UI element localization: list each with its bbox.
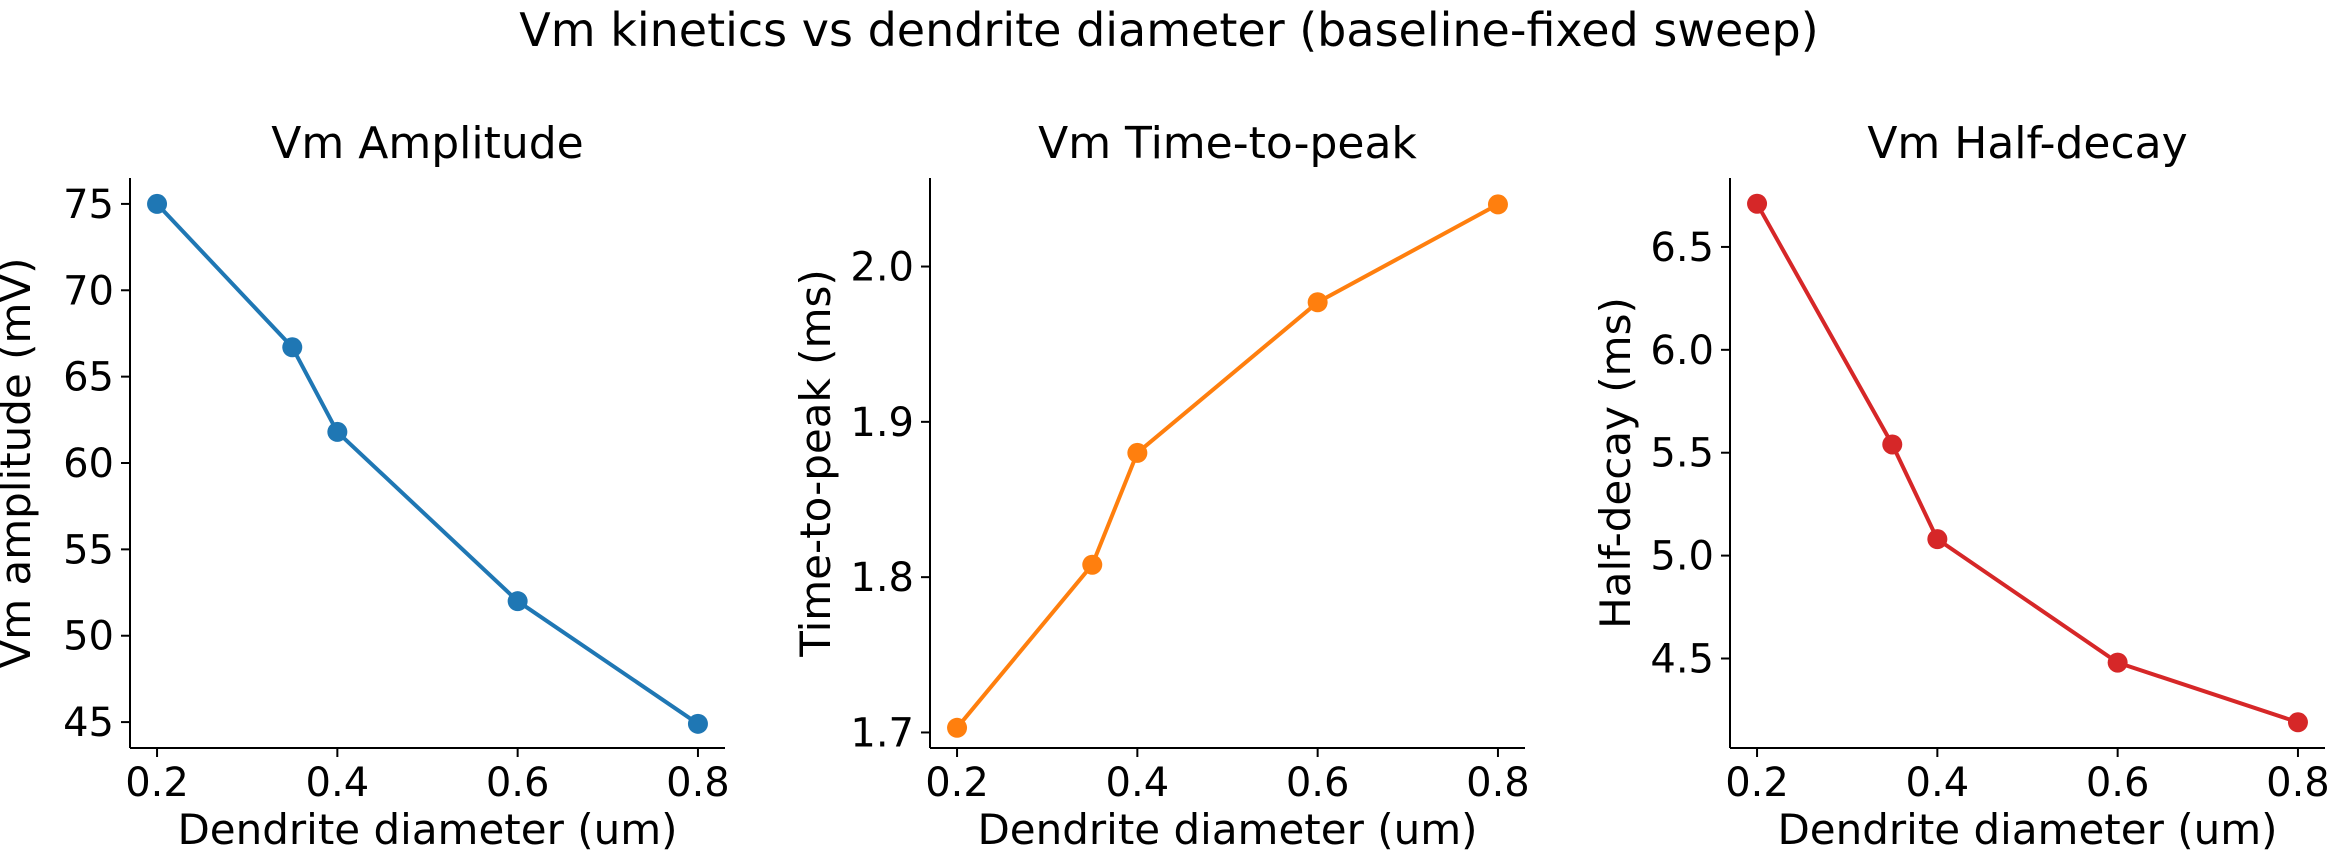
panel-title: Vm Half-decay [1867, 118, 2187, 169]
x-tick-label: 0.2 [925, 760, 989, 806]
series-line [155, 202, 700, 726]
y-axis-label: Vm amplitude (mV) [0, 258, 40, 669]
x-tick-label: 0.2 [125, 760, 189, 806]
series-line [1755, 202, 2299, 725]
y-tick-label: 75 [63, 182, 114, 228]
y-tick-label: 1.9 [850, 400, 914, 446]
y-tick-label: 6.5 [1650, 225, 1714, 271]
data-point [947, 717, 968, 738]
y-tick-label: 50 [63, 614, 114, 660]
x-tick-label: 0.4 [1106, 760, 1170, 806]
data-point [1082, 554, 1103, 575]
data-point [1127, 442, 1148, 463]
y-tick-label: 4.5 [1650, 636, 1714, 682]
panel-title: Vm Amplitude [271, 118, 583, 169]
x-tick-label: 0.4 [1906, 760, 1970, 806]
data-point [2107, 652, 2128, 673]
panel-3: Vm Half-decay 0.2 0.4 0.6 0.8 4.5 5.0 5.5 6.0 6.5… [1591, 118, 2330, 854]
y-tick-label: 1.8 [850, 555, 914, 601]
y-tick-label: 65 [63, 355, 114, 401]
x-axis-label: Dendrite diameter (um) [1777, 805, 2277, 854]
x-axis-label: Dendrite diameter (um) [177, 805, 677, 854]
data-point [1307, 292, 1328, 313]
y-tick-label: 55 [63, 527, 114, 573]
x-tick-label: 0.6 [486, 760, 550, 806]
x-tick-label: 0.8 [1466, 760, 1530, 806]
y-tick-label: 70 [63, 268, 114, 314]
data-point [1747, 193, 1768, 214]
x-tick-label: 0.6 [1286, 760, 1350, 806]
y-tick-label: 45 [63, 700, 114, 746]
x-tick-label: 0.4 [306, 760, 370, 806]
panel-1: Vm Amplitude 0.2 0.4 0.6 0.8 45 50 55 60 65 70 75 De… [0, 118, 730, 854]
x-axis-label: Dendrite diameter (um) [977, 805, 1477, 854]
data-point [2287, 712, 2308, 733]
series-line [955, 202, 1499, 730]
data-point [147, 193, 168, 214]
y-axis-label: Time-to-peak (ms) [791, 269, 840, 658]
data-point [1487, 194, 1508, 215]
panel-title: Vm Time-to-peak [1038, 118, 1417, 169]
y-tick-label: 5.0 [1650, 534, 1714, 580]
y-tick-label: 2.0 [850, 245, 914, 291]
y-tick-label: 5.5 [1650, 431, 1714, 477]
data-point [507, 591, 528, 612]
figure-title: Vm kinetics vs dendrite diameter (baseli… [519, 3, 1818, 57]
panel-2: Vm Time-to-peak 0.2 0.4 0.6 0.8 1.7 1.8 1.9 2.0 D… [791, 118, 1530, 854]
data-point [1927, 529, 1948, 550]
data-point [687, 713, 708, 734]
x-tick-label: 0.2 [1725, 760, 1789, 806]
data-point [327, 421, 348, 442]
x-tick-label: 0.8 [666, 760, 730, 806]
x-tick-label: 0.6 [2086, 760, 2150, 806]
y-axis-label: Half-decay (ms) [1591, 297, 1640, 629]
x-tick-label: 0.8 [2266, 760, 2330, 806]
y-tick-label: 1.7 [850, 710, 914, 756]
panels: Vm Amplitude 0.2 0.4 0.6 0.8 45 50 55 60 65 70 75 De… [0, 118, 2330, 854]
y-tick-label: 60 [63, 441, 114, 487]
y-tick-label: 6.0 [1650, 328, 1714, 374]
data-point [282, 337, 303, 358]
data-point [1882, 434, 1903, 455]
